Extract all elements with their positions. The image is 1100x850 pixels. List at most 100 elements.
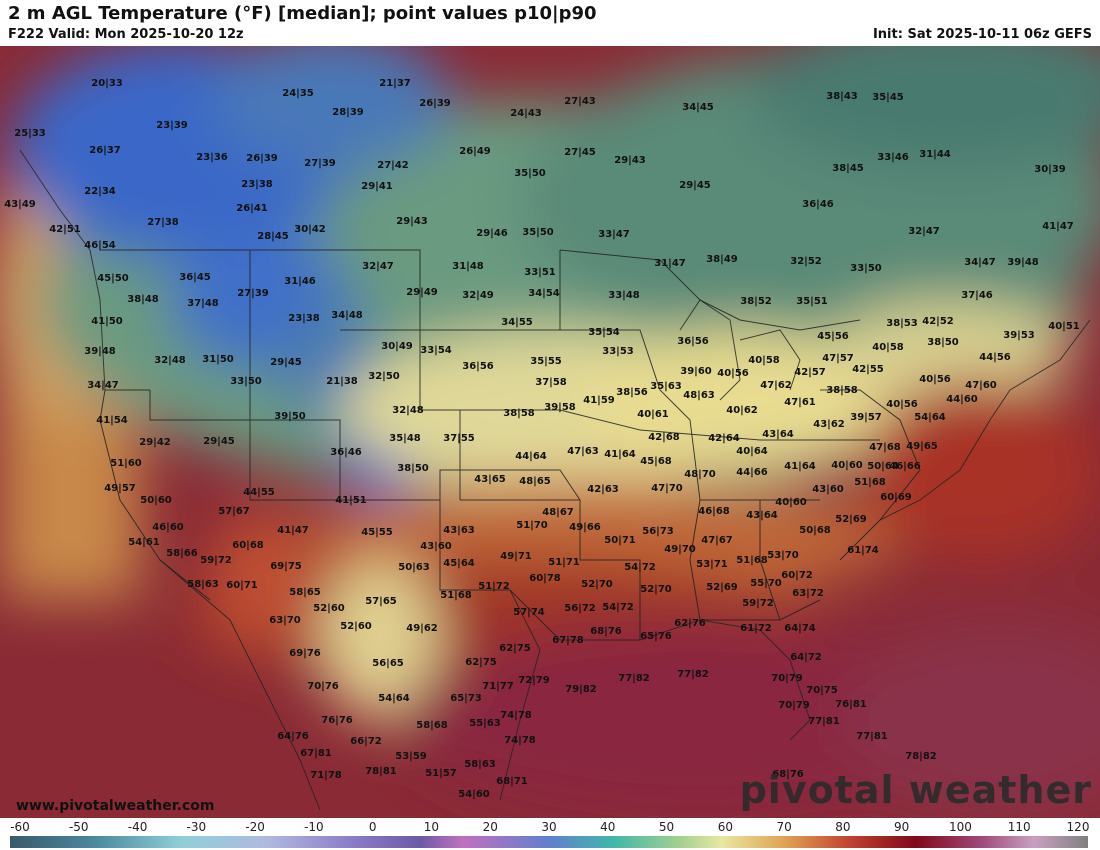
point-value: 38|53 [886, 318, 918, 329]
point-value: 57|74 [513, 607, 545, 618]
point-value: 49|70 [664, 544, 696, 555]
point-value: 72|79 [518, 675, 550, 686]
point-value: 27|39 [237, 288, 269, 299]
colorbar-tick: 120 [1066, 820, 1090, 834]
point-value: 29|45 [203, 436, 235, 447]
point-value: 40|56 [886, 399, 918, 410]
point-value: 39|53 [1003, 330, 1035, 341]
point-value: 41|50 [91, 316, 123, 327]
point-value: 77|82 [618, 673, 650, 684]
point-value: 64|76 [277, 731, 309, 742]
point-value: 56|72 [564, 603, 596, 614]
point-value: 64|74 [784, 623, 816, 634]
point-value: 40|60 [831, 460, 863, 471]
point-value: 38|50 [397, 463, 429, 474]
point-value: 49|71 [500, 551, 532, 562]
point-value: 43|65 [474, 474, 506, 485]
point-value: 61|74 [847, 545, 879, 556]
point-value: 60|71 [226, 580, 258, 591]
point-value: 47|61 [784, 397, 816, 408]
point-value: 52|60 [340, 621, 372, 632]
point-value: 27|39 [304, 158, 336, 169]
point-value: 35|55 [530, 356, 562, 367]
map-header: 2 m AGL Temperature (°F) [median]; point… [0, 0, 1100, 46]
point-value: 54|60 [458, 789, 490, 800]
point-value: 43|60 [420, 541, 452, 552]
point-value: 69|76 [289, 648, 321, 659]
colorbar-tick: -10 [304, 820, 324, 834]
point-value: 35|48 [389, 433, 421, 444]
point-value: 37|46 [961, 290, 993, 301]
point-value: 40|56 [919, 374, 951, 385]
point-value: 50|63 [398, 562, 430, 573]
point-value: 48|63 [683, 390, 715, 401]
point-value: 48|65 [519, 476, 551, 487]
point-value: 70|75 [806, 685, 838, 696]
point-value: 41|59 [583, 395, 615, 406]
colorbar-tick: -20 [245, 820, 265, 834]
point-value: 30|42 [294, 224, 326, 235]
point-value: 42|57 [794, 367, 826, 378]
point-value: 67|81 [300, 748, 332, 759]
point-value: 33|50 [230, 376, 262, 387]
colorbar-tick: 50 [658, 820, 675, 834]
point-value: 78|81 [365, 766, 397, 777]
point-value: 32|52 [790, 256, 822, 267]
point-value: 35|54 [588, 327, 620, 338]
point-value: 24|43 [510, 108, 542, 119]
point-value: 41|54 [96, 415, 128, 426]
point-value: 37|48 [187, 298, 219, 309]
point-value: 41|64 [784, 461, 816, 472]
point-value: 79|82 [565, 684, 597, 695]
point-value: 54|72 [602, 602, 634, 613]
point-value: 52|69 [835, 514, 867, 525]
point-value: 52|70 [640, 584, 672, 595]
point-value: 60|78 [529, 573, 561, 584]
point-value: 27|38 [147, 217, 179, 228]
point-value: 53|70 [767, 550, 799, 561]
point-value: 52|60 [313, 603, 345, 614]
point-value: 46|60 [152, 522, 184, 533]
brand-logo: pivotal weather [739, 768, 1092, 812]
point-value: 48|67 [542, 507, 574, 518]
point-value: 63|70 [269, 615, 301, 626]
point-value: 29|41 [361, 181, 393, 192]
point-value: 70|76 [307, 681, 339, 692]
point-value: 29|42 [139, 437, 171, 448]
site-url: www.pivotalweather.com [16, 798, 215, 814]
temperature-map[interactable]: 20|33 25|33 26|37 22|34 43|49 42|51 46|54 24|35… [0, 46, 1100, 818]
point-value: 27|42 [377, 160, 409, 171]
point-value: 34|45 [682, 102, 714, 113]
point-value: 38|58 [503, 408, 535, 419]
point-value: 58|66 [166, 548, 198, 559]
point-value: 56|73 [642, 526, 674, 537]
point-value: 57|67 [218, 506, 250, 517]
point-value: 24|35 [282, 88, 314, 99]
point-value: 26|39 [419, 98, 451, 109]
point-value: 44|64 [515, 451, 547, 462]
colorbar-tick: 20 [482, 820, 498, 834]
point-value: 62|75 [465, 657, 497, 668]
point-value: 42|64 [708, 433, 740, 444]
point-value: 40|58 [748, 355, 780, 366]
point-value: 76|81 [835, 699, 867, 710]
point-value: 78|82 [905, 751, 937, 762]
point-value: 46|68 [698, 506, 730, 517]
point-value: 39|50 [274, 411, 306, 422]
point-value: 33|50 [850, 263, 882, 274]
colorbar-ticks: -60 -50 -40 -30 -20 -10 0 10 20 30 40 50 60 70 80 90 100… [0, 820, 1100, 834]
point-value: 39|48 [84, 346, 116, 357]
point-value: 62|75 [499, 643, 531, 654]
colorbar-tick: 30 [541, 820, 557, 834]
point-value: 44|66 [736, 467, 768, 478]
point-value: 74|78 [500, 710, 532, 721]
point-value: 51|70 [516, 520, 548, 531]
point-value: 31|48 [452, 261, 484, 272]
point-value: 52|69 [706, 582, 738, 593]
point-value: 32|47 [362, 261, 394, 272]
point-value: 62|76 [674, 618, 706, 629]
point-value: 34|47 [964, 257, 996, 268]
point-value: 38|43 [826, 91, 858, 102]
point-value: 46|54 [84, 240, 116, 251]
point-value: 47|70 [651, 483, 683, 494]
